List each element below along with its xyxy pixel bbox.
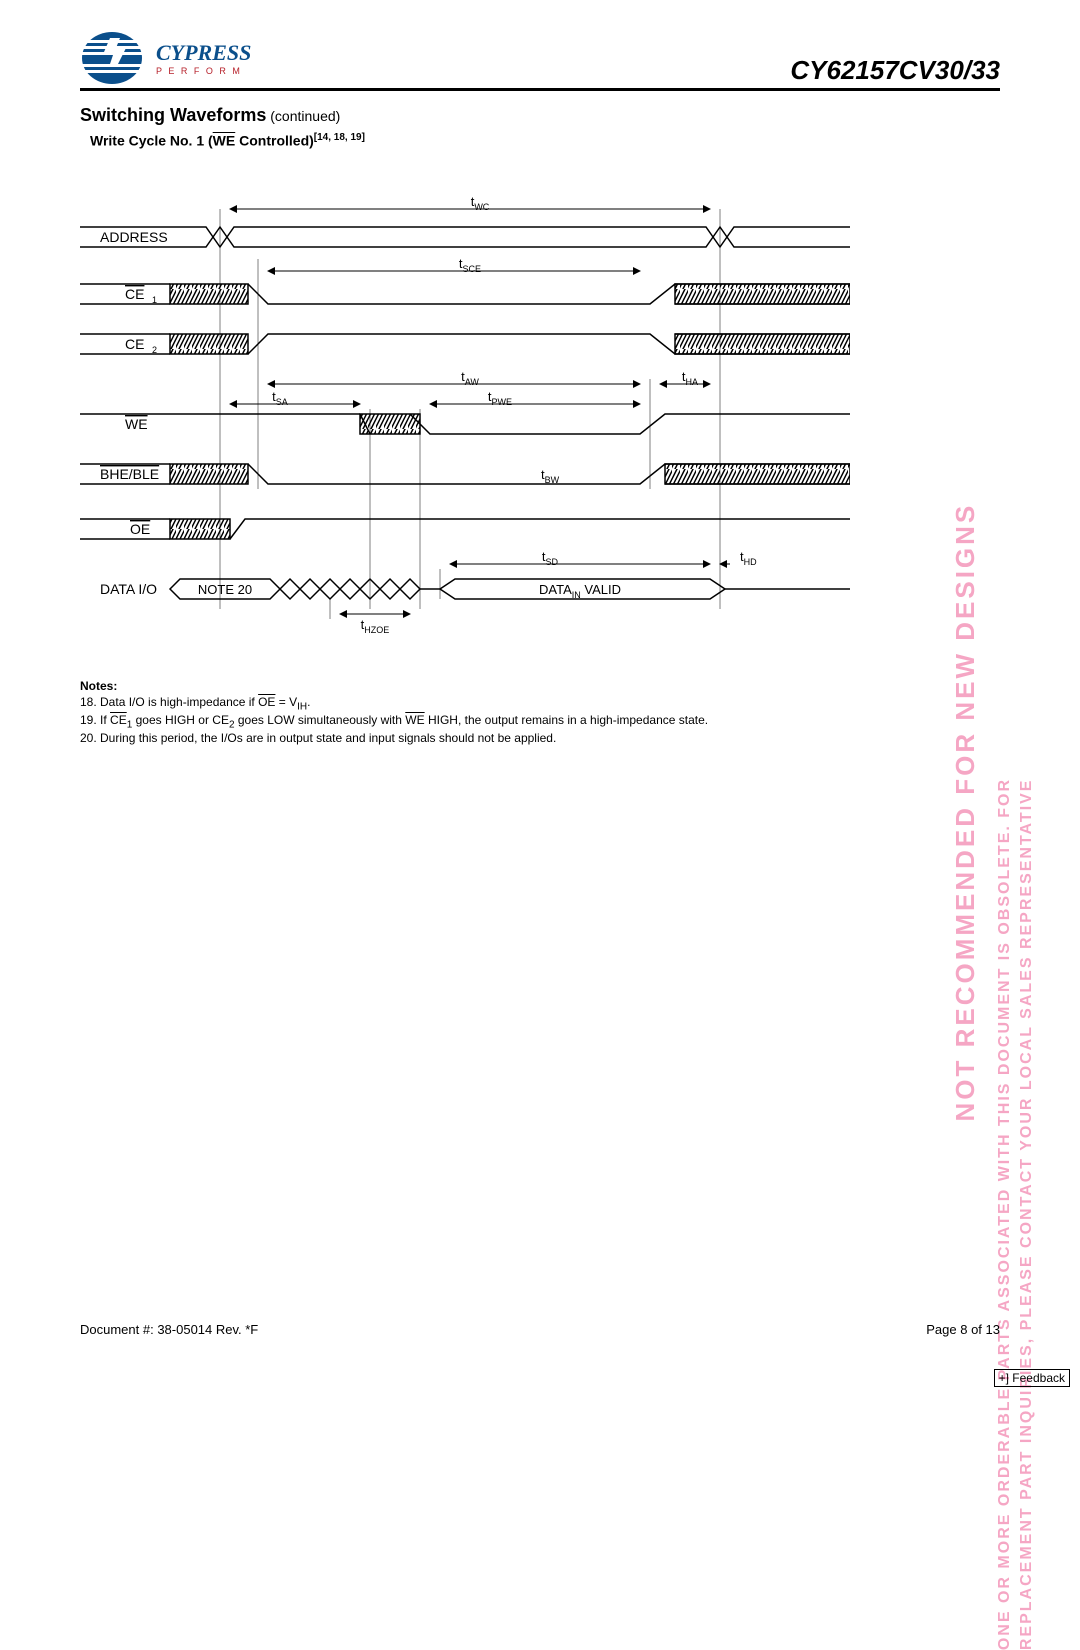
logo-text: CYPRESS P E R F O R M [156, 40, 251, 76]
note-18: 18. Data I/O is high-impedance if OE = V… [80, 695, 1000, 713]
subtitle-refs: [14, 18, 19] [314, 132, 365, 143]
page-footer: Document #: 38-05014 Rev. *F Page 8 of 1… [80, 1322, 1000, 1337]
svg-text:tHD: tHD [740, 549, 757, 567]
svg-text:tSCE: tSCE [459, 256, 481, 274]
watermark-sub: ONE OR MORE ORDERABLE PARTS ASSOCIATED W… [994, 778, 1039, 1650]
section-title: Switching Waveforms (continued) [80, 105, 1000, 126]
doc-number: Document #: 38-05014 Rev. *F [80, 1322, 258, 1337]
svg-text:OE: OE [130, 521, 150, 537]
feedback-button[interactable]: +] Feedback [994, 1369, 1070, 1387]
subtitle-post: Controlled) [235, 133, 314, 149]
svg-text:tHZOE: tHZOE [361, 617, 390, 635]
logo-main: CYPRESS [156, 40, 251, 66]
logo-icon [80, 30, 150, 86]
section-subtitle: Write Cycle No. 1 (WE Controlled)[14, 18… [90, 132, 1000, 149]
svg-text:CE: CE [125, 286, 144, 302]
label-address: ADDRESS [100, 229, 168, 245]
notes: Notes: 18. Data I/O is high-impedance if… [80, 679, 1000, 747]
svg-text:WE: WE [125, 416, 148, 432]
section-title-cont: (continued) [266, 108, 340, 124]
part-number: CY62157CV30/33 [790, 55, 1000, 86]
page-number: Page 8 of 13 [926, 1322, 1000, 1337]
subtitle-pre: Write Cycle No. 1 ( [90, 133, 213, 149]
svg-text:DATA I/O: DATA I/O [100, 581, 157, 597]
timing-diagram: ADDRESS tWC CE 1 tSCE CE 2 [80, 189, 850, 639]
notes-header: Notes: [80, 679, 1000, 693]
note-19: 19. If CE1 goes HIGH or CE2 goes LOW sim… [80, 713, 1000, 731]
svg-text:BHE/BLE: BHE/BLE [100, 466, 159, 482]
svg-text:tAW: tAW [461, 369, 479, 387]
section-title-text: Switching Waveforms [80, 105, 266, 125]
watermark-main: NOT RECOMMENDED FOR NEW DESIGNS [950, 503, 981, 1122]
svg-text:tPWE: tPWE [488, 389, 512, 407]
svg-text:tBW: tBW [541, 467, 560, 485]
svg-text:DATAIN VALID: DATAIN VALID [539, 582, 621, 600]
logo-sub: P E R F O R M [156, 66, 251, 76]
note-20: 20. During this period, the I/Os are in … [80, 731, 1000, 747]
svg-text:tWC: tWC [471, 194, 490, 212]
subtitle-we: WE [213, 133, 236, 149]
page: CYPRESS P E R F O R M CY62157CV30/33 Swi… [0, 0, 1080, 1397]
svg-text:NOTE 20: NOTE 20 [198, 582, 252, 597]
svg-text:CE: CE [125, 336, 144, 352]
logo: CYPRESS P E R F O R M [80, 30, 251, 86]
page-header: CYPRESS P E R F O R M CY62157CV30/33 [80, 30, 1000, 91]
